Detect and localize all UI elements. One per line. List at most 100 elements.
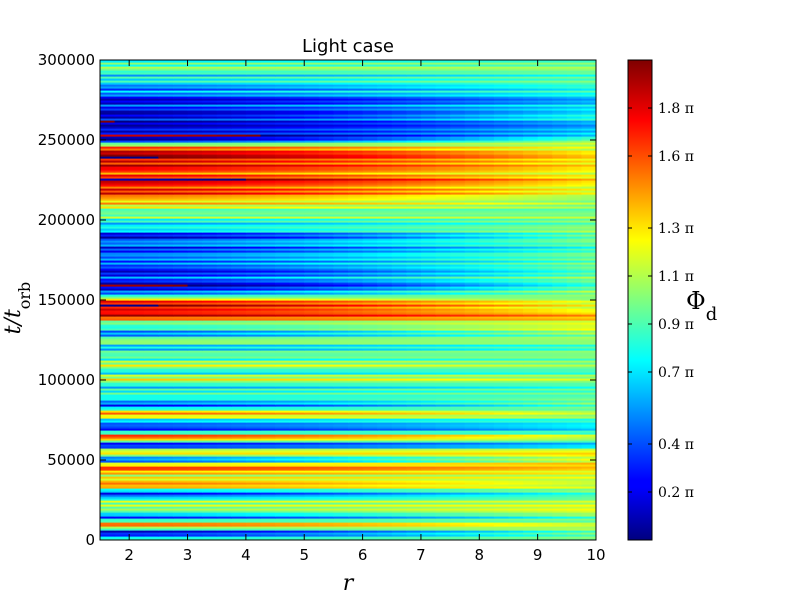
heatmap-cell [143,538,159,540]
heatmap-cell [202,272,218,275]
heatmap-cell [508,430,524,433]
heatmap-cell [493,492,510,495]
heatmap-cell [348,414,364,417]
heatmap-cell [143,496,159,499]
heatmap-cell [100,390,116,393]
heatmap-cell [508,334,524,337]
heatmap-cell [552,504,568,507]
heatmap-cell [348,340,364,343]
heatmap-cell [172,512,189,515]
heatmap-cell [450,464,466,467]
heatmap-cell [333,378,349,381]
heatmap-cell [420,416,437,419]
heatmap-cell [362,318,378,321]
heatmap-cell [231,470,247,473]
heatmap-cell [260,246,276,249]
heatmap-cell [537,414,553,417]
heatmap-cell [435,512,451,515]
heatmap-cell [435,340,451,343]
heatmap-cell [348,468,364,471]
heatmap-cell [406,466,422,469]
heatmap-cell [581,306,596,309]
heatmap-cell [450,454,466,457]
heatmap-cell [202,440,218,443]
heatmap-cell [566,534,583,537]
heatmap-cell [289,256,305,259]
heatmap-cell [304,418,320,421]
heatmap-cell [114,270,130,273]
heatmap-cell [348,512,364,515]
heatmap-cell [202,446,218,449]
heatmap-cell [581,506,596,509]
heatmap-cell [348,298,364,301]
heatmap-cell [172,454,189,457]
heatmap-cell [158,428,174,431]
heatmap-cell [143,376,159,379]
heatmap-cell [479,248,495,251]
heatmap-cell [333,528,349,531]
heatmap-cell [566,516,583,519]
heatmap-cell [114,276,130,279]
heatmap-cell [493,374,510,377]
heatmap-cell [450,390,466,393]
heatmap-cell [289,508,305,511]
heatmap-cell [377,396,393,399]
heatmap-cell [202,370,218,373]
heatmap-cell [391,476,407,479]
heatmap-cell [143,378,159,381]
heatmap-cell [362,246,378,249]
heatmap-cell [245,484,262,487]
heatmap-cell [523,496,539,499]
heatmap-cell [172,282,189,285]
heatmap-cell [245,430,262,433]
heatmap-cell [552,328,568,331]
heatmap-cell [362,266,378,269]
heatmap-cell [566,514,583,517]
heatmap-cell [202,340,218,343]
heatmap-cell [260,278,276,281]
heatmap-cell [420,344,437,347]
heatmap-cell [187,480,203,483]
heatmap-cell [245,532,262,535]
heatmap-cell [581,418,596,421]
heatmap-cell [202,262,218,265]
heatmap-cell [420,270,437,273]
heatmap-cell [552,486,568,489]
heatmap-cell [362,384,378,387]
heatmap-cell [450,534,466,537]
heatmap-cell [275,370,291,373]
heatmap-cell [581,452,596,455]
heatmap-cell [318,312,335,315]
heatmap-cell [435,484,451,487]
heatmap-cell [406,384,422,387]
heatmap-cell [172,490,189,493]
heatmap-cell [552,324,568,327]
heatmap-cell [100,436,116,439]
heatmap-cell [450,510,466,513]
heatmap-cell [158,338,174,341]
heatmap-cell [187,458,203,461]
heatmap-cell [158,346,174,349]
heatmap-cell [377,532,393,535]
heatmap-cell [362,268,378,271]
heatmap-cell [304,394,320,397]
heatmap-cell [391,492,407,495]
heatmap-cell [377,312,393,315]
heatmap-cell [537,284,553,287]
heatmap-cell [348,436,364,439]
heatmap-cell [318,478,335,481]
heatmap-cell [420,358,437,361]
heatmap-cell [143,436,159,439]
heatmap-cell [377,506,393,509]
heatmap-cell [114,480,130,483]
heatmap-cell [566,472,583,475]
heatmap-cell [479,502,495,505]
heatmap-cell [275,388,291,391]
heatmap-cell [435,334,451,337]
heatmap-cell [420,424,437,427]
heatmap-cell [406,414,422,417]
heatmap-cell [304,498,320,501]
heatmap-cell [377,318,393,321]
heatmap-cell [391,506,407,509]
heatmap-cell [275,354,291,357]
